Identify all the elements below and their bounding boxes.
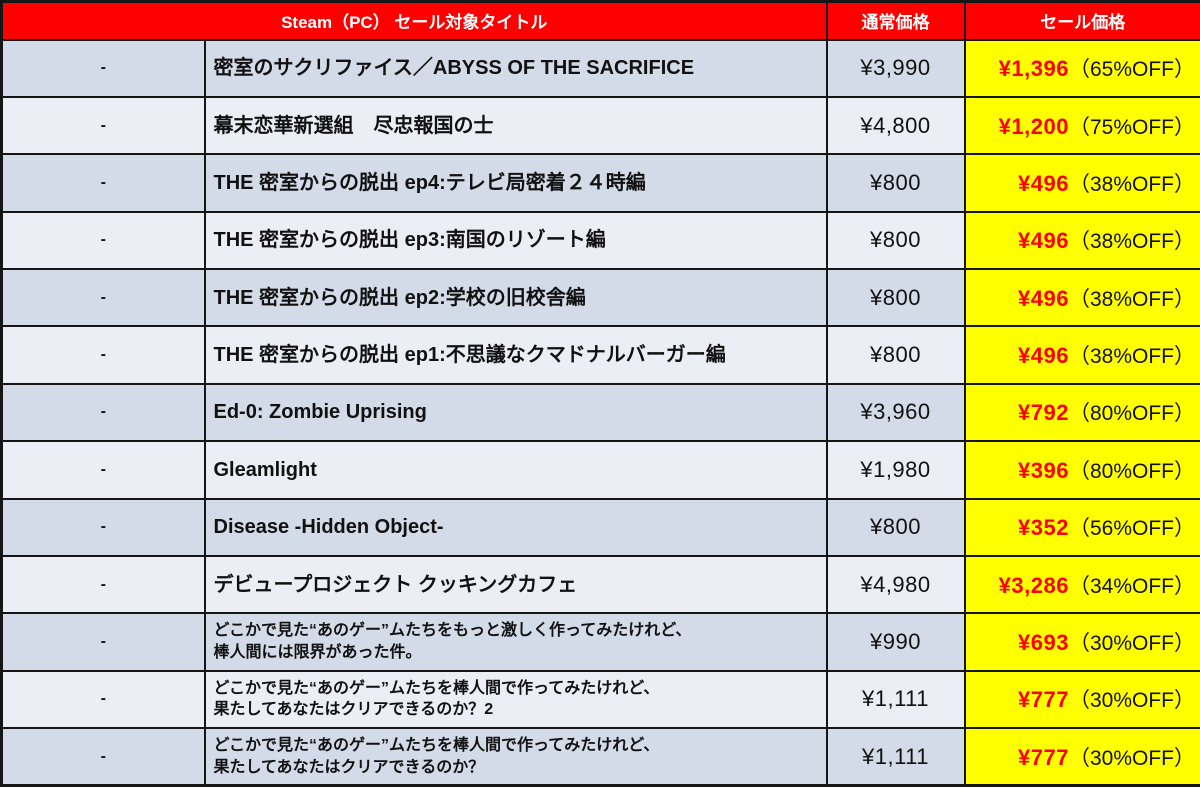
header-sale-price-column: セール価格 bbox=[963, 0, 1200, 41]
sale-price: ¥396 bbox=[1018, 457, 1069, 483]
sale-price-cell: ¥496（38%OFF） bbox=[963, 267, 1200, 328]
discount-percent: （65%OFF） bbox=[1068, 58, 1195, 82]
sale-price-cell: ¥1,396（65%OFF） bbox=[963, 38, 1200, 98]
row-dash: - bbox=[0, 440, 206, 500]
sale-price-cell: ¥777（30%OFF） bbox=[963, 727, 1200, 787]
header-normal-price-column: 通常価格 bbox=[825, 0, 966, 41]
sale-price-cell: ¥792（80%OFF） bbox=[963, 382, 1200, 443]
row-dash: - bbox=[0, 267, 206, 328]
sale-price-cell: ¥352（56%OFF） bbox=[963, 497, 1200, 557]
row-dash: - bbox=[0, 38, 206, 98]
row-dash: - bbox=[0, 497, 206, 557]
normal-price: ¥3,990 bbox=[825, 38, 966, 98]
normal-price: ¥4,980 bbox=[825, 554, 966, 615]
sale-price: ¥693 bbox=[1018, 629, 1069, 655]
normal-price: ¥4,800 bbox=[825, 95, 966, 156]
table-row: - Disease -Hidden Object- ¥800 ¥352（56%OFF） bbox=[0, 497, 1200, 557]
sale-price: ¥777 bbox=[1018, 744, 1069, 770]
sale-price: ¥352 bbox=[1018, 515, 1069, 541]
sale-price-cell: ¥396（80%OFF） bbox=[963, 440, 1200, 500]
game-title: THE 密室からの脱出 ep4:テレビ局密着２４時編 bbox=[203, 153, 828, 213]
sale-price-cell: ¥777（30%OFF） bbox=[963, 669, 1200, 730]
discount-percent: （75%OFF） bbox=[1068, 115, 1195, 139]
discount-percent: （38%OFF） bbox=[1068, 287, 1195, 311]
row-dash: - bbox=[0, 95, 206, 156]
table-row: - Gleamlight ¥1,980 ¥396（80%OFF） bbox=[0, 440, 1200, 500]
discount-percent: （80%OFF） bbox=[1068, 402, 1195, 426]
sale-price-cell: ¥496（38%OFF） bbox=[963, 325, 1200, 385]
table-row: - 密室のサクリファイス／ABYSS OF THE SACRIFICE ¥3,990… bbox=[0, 38, 1200, 98]
game-title: どこかで見た“あのゲー”ムたちを棒人間で作ってみたけれど、 果たしてあなたはクリ… bbox=[203, 727, 828, 787]
game-title: デビュープロジェクト クッキングカフェ bbox=[203, 554, 828, 615]
table-row: - THE 密室からの脱出 ep2:学校の旧校舎編 ¥800 ¥496（38%OFF） bbox=[0, 267, 1200, 328]
game-title: Disease -Hidden Object- bbox=[203, 497, 828, 557]
game-title: Ed-0: Zombie Uprising bbox=[203, 382, 828, 443]
game-title: Gleamlight bbox=[203, 440, 828, 500]
sale-price: ¥792 bbox=[1018, 400, 1069, 426]
sale-price: ¥496 bbox=[1018, 228, 1069, 254]
normal-price: ¥800 bbox=[825, 497, 966, 557]
normal-price: ¥3,960 bbox=[825, 382, 966, 443]
sale-price: ¥1,396 bbox=[998, 56, 1069, 82]
discount-percent: （38%OFF） bbox=[1068, 230, 1195, 254]
discount-percent: （80%OFF） bbox=[1068, 459, 1195, 483]
row-dash: - bbox=[0, 210, 206, 271]
row-dash: - bbox=[0, 153, 206, 213]
normal-price: ¥1,111 bbox=[825, 727, 966, 787]
game-title: 幕末恋華新選組 尽忠報国の士 bbox=[203, 95, 828, 156]
row-dash: - bbox=[0, 382, 206, 443]
sale-price-cell: ¥496（38%OFF） bbox=[963, 153, 1200, 213]
sale-price: ¥3,286 bbox=[998, 572, 1069, 598]
row-dash: - bbox=[0, 325, 206, 385]
sale-price-cell: ¥1,200（75%OFF） bbox=[963, 95, 1200, 156]
sale-price-cell: ¥496（38%OFF） bbox=[963, 210, 1200, 271]
game-title: 密室のサクリファイス／ABYSS OF THE SACRIFICE bbox=[203, 38, 828, 98]
normal-price: ¥800 bbox=[825, 210, 966, 271]
table-row: - THE 密室からの脱出 ep3:南国のリゾート編 ¥800 ¥496（38%OFF… bbox=[0, 210, 1200, 271]
discount-percent: （30%OFF） bbox=[1068, 689, 1195, 713]
sale-price: ¥777 bbox=[1018, 687, 1069, 713]
row-dash: - bbox=[0, 554, 206, 615]
normal-price: ¥800 bbox=[825, 153, 966, 213]
sale-price: ¥1,200 bbox=[998, 113, 1069, 139]
normal-price: ¥990 bbox=[825, 612, 966, 672]
discount-percent: （38%OFF） bbox=[1068, 172, 1195, 196]
row-dash: - bbox=[0, 612, 206, 672]
table-row: - THE 密室からの脱出 ep4:テレビ局密着２４時編 ¥800 ¥496（38%O… bbox=[0, 153, 1200, 213]
normal-price: ¥1,980 bbox=[825, 440, 966, 500]
sale-price-cell: ¥693（30%OFF） bbox=[963, 612, 1200, 672]
table-row: - Ed-0: Zombie Uprising ¥3,960 ¥792（80%OFF） bbox=[0, 382, 1200, 443]
row-dash: - bbox=[0, 727, 206, 787]
table-header: Steam（PC） セール対象タイトル 通常価格 セール価格 bbox=[0, 0, 1200, 41]
sale-price: ¥496 bbox=[1018, 285, 1069, 311]
game-title: どこかで見た“あのゲー”ムたちをもっと激しく作ってみたけれど、 棒人間には限界が… bbox=[203, 612, 828, 672]
normal-price: ¥800 bbox=[825, 267, 966, 328]
discount-percent: （38%OFF） bbox=[1068, 345, 1195, 369]
game-title: THE 密室からの脱出 ep3:南国のリゾート編 bbox=[203, 210, 828, 271]
discount-percent: （56%OFF） bbox=[1068, 517, 1195, 541]
sale-price-cell: ¥3,286（34%OFF） bbox=[963, 554, 1200, 615]
game-title: THE 密室からの脱出 ep2:学校の旧校舎編 bbox=[203, 267, 828, 328]
discount-percent: （34%OFF） bbox=[1068, 574, 1195, 598]
table-row: - どこかで見た“あのゲー”ムたちを棒人間で作ってみたけれど、 果たしてあなたはク… bbox=[0, 669, 1200, 730]
table-row: - どこかで見た“あのゲー”ムたちを棒人間で作ってみたけれど、 果たしてあなたはク… bbox=[0, 727, 1200, 787]
table-body: - 密室のサクリファイス／ABYSS OF THE SACRIFICE ¥3,990… bbox=[0, 38, 1200, 787]
table-row: - デビュープロジェクト クッキングカフェ ¥4,980 ¥3,286（34%OFF） bbox=[0, 554, 1200, 615]
sale-price: ¥496 bbox=[1018, 170, 1069, 196]
discount-percent: （30%OFF） bbox=[1068, 746, 1195, 770]
sale-price: ¥496 bbox=[1018, 343, 1069, 369]
game-title: どこかで見た“あのゲー”ムたちを棒人間で作ってみたけれど、 果たしてあなたはクリ… bbox=[203, 669, 828, 730]
header-row: Steam（PC） セール対象タイトル 通常価格 セール価格 bbox=[0, 0, 1200, 41]
game-title: THE 密室からの脱出 ep1:不思議なクマドナルバーガー編 bbox=[203, 325, 828, 385]
table-row: - THE 密室からの脱出 ep1:不思議なクマドナルバーガー編 ¥800 ¥496（… bbox=[0, 325, 1200, 385]
table-row: - どこかで見た“あのゲー”ムたちをもっと激しく作ってみたけれど、 棒人間には限界… bbox=[0, 612, 1200, 672]
row-dash: - bbox=[0, 669, 206, 730]
normal-price: ¥1,111 bbox=[825, 669, 966, 730]
normal-price: ¥800 bbox=[825, 325, 966, 385]
header-title-column: Steam（PC） セール対象タイトル bbox=[0, 0, 828, 41]
table-row: - 幕末恋華新選組 尽忠報国の士 ¥4,800 ¥1,200（75%OFF） bbox=[0, 95, 1200, 156]
discount-percent: （30%OFF） bbox=[1068, 631, 1195, 655]
